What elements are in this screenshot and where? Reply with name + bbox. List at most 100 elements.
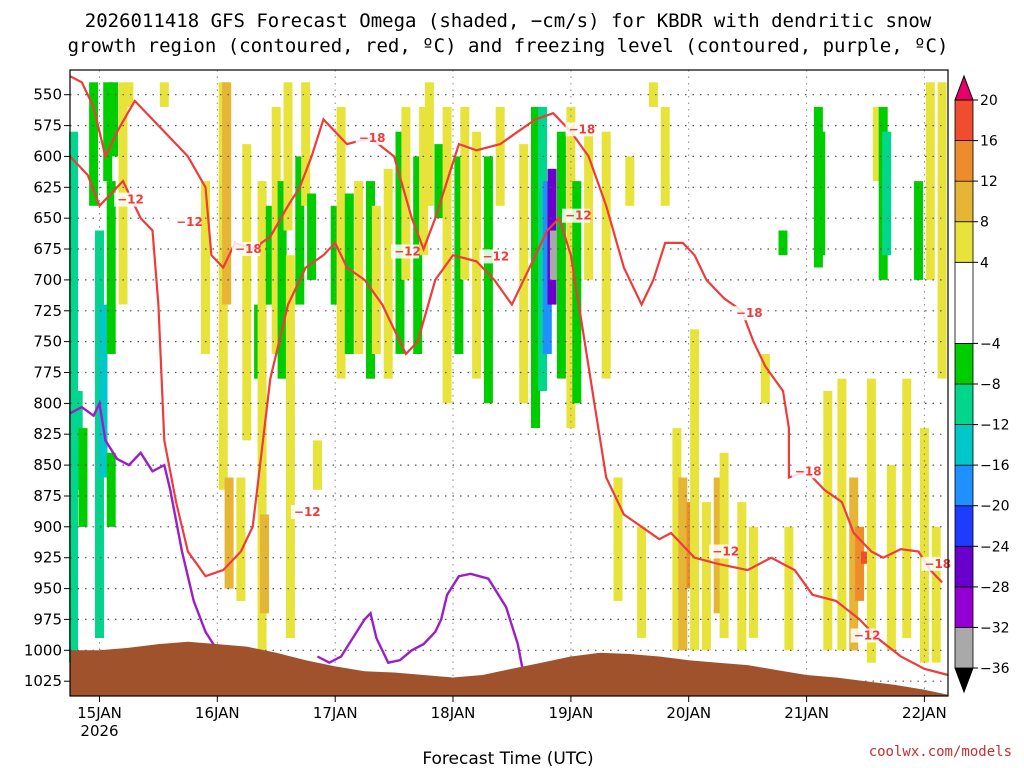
omega-cell-55 xyxy=(549,230,559,280)
omega-cell-90 xyxy=(902,378,912,638)
y-tick-label: 550 xyxy=(33,86,62,104)
dgz-label-text: −12 xyxy=(117,193,144,207)
omega-cell-24 xyxy=(277,181,287,379)
omega-cell-26 xyxy=(285,255,295,638)
y-tick-label: 1025 xyxy=(24,672,62,690)
dgz-label-text: −18 xyxy=(924,557,951,571)
dgz-label-text: −12 xyxy=(854,629,881,643)
x-tick-label: 21JAN xyxy=(784,704,829,722)
dgz-label-7: −12 xyxy=(114,192,144,207)
colorbar-top-arrow xyxy=(954,74,974,101)
omega-cell-22 xyxy=(265,205,275,305)
freezing-level-contour xyxy=(69,399,525,676)
omega-cell-59 xyxy=(584,131,594,280)
contour-labels: −18 −18 −18 −18 −18 −18 −12 −12 −12 −12 −12 −12 −12 −… xyxy=(114,122,951,643)
dgz-label-11: −12 xyxy=(290,505,321,519)
omega-cell-46 xyxy=(460,107,470,280)
chart-title-line-2: growth region (contoured, red, ºC) and f… xyxy=(68,35,949,57)
y-tick-label: 825 xyxy=(33,425,62,443)
omega-cell-9 xyxy=(109,82,119,157)
dgz-label-9: −12 xyxy=(479,249,510,264)
x-tick-label: 19JAN xyxy=(549,704,594,722)
dgz-label-8: −12 xyxy=(391,244,421,259)
omega-cell-1 xyxy=(73,391,83,490)
y-tick-label: 625 xyxy=(33,178,62,196)
colorbar-swatch-10 xyxy=(954,221,974,263)
y-tick-label: 575 xyxy=(33,117,62,135)
omega-cell-62 xyxy=(625,156,635,206)
colorbar-swatch-2 xyxy=(954,586,974,628)
dgz-label-6: −12 xyxy=(173,214,203,229)
dgz-label-text: −12 xyxy=(176,215,203,229)
omega-cell-11 xyxy=(124,82,134,107)
omega-cell-0 xyxy=(69,131,78,663)
dgz-label-4: −18 xyxy=(791,464,822,479)
omega-cell-77 xyxy=(784,526,794,651)
omega-cell-2 xyxy=(78,428,88,527)
chart-title-line-1: 2026011418 GFS Forecast Omega (shaded, −… xyxy=(85,10,932,32)
colorbar-label: −16 xyxy=(980,458,1010,474)
omega-cell-28 xyxy=(301,82,311,206)
omega-cell-50 xyxy=(519,144,529,404)
omega-cell-32 xyxy=(336,107,346,379)
dgz-label-text: −12 xyxy=(483,249,510,263)
omega-cell-80 xyxy=(823,391,833,651)
omega-cell-70 xyxy=(701,502,711,651)
colorbar-swatch-12 xyxy=(954,140,974,182)
y-tick-label: 775 xyxy=(33,364,62,382)
dgz-label-bg xyxy=(565,122,594,137)
colorbar-swatch-1 xyxy=(954,627,974,669)
omega-cell-43 xyxy=(434,144,444,219)
colorbar-label: 4 xyxy=(980,255,989,271)
omega-cell-93 xyxy=(925,82,935,280)
x-tick-label: 15JAN xyxy=(77,704,122,722)
colorbar-bottom-arrow xyxy=(954,667,974,694)
omega-cell-17 xyxy=(236,477,246,601)
y-tick-label: 950 xyxy=(33,580,62,598)
dgz-label-bg xyxy=(114,192,143,207)
omega-cell-83 xyxy=(855,526,865,601)
omega-cell-47 xyxy=(472,131,482,379)
omega-cell-38 xyxy=(395,131,405,354)
x-tick-sublabel: 2026 xyxy=(80,722,118,740)
omega-cell-23 xyxy=(271,107,281,354)
dgz-label-text: −12 xyxy=(294,505,321,519)
omega-cell-69 xyxy=(690,329,700,651)
dgz-label-bg xyxy=(562,208,590,223)
omega-cell-53 xyxy=(542,181,552,354)
dgz-label-bg xyxy=(391,244,420,259)
omega-cell-3 xyxy=(89,82,99,206)
omega-cell-67 xyxy=(678,477,688,651)
colorbar-label: 12 xyxy=(980,174,998,190)
freezing-level-line xyxy=(69,399,525,676)
omega-cell-27 xyxy=(295,156,305,305)
y-tick-label: 900 xyxy=(33,518,62,536)
omega-cell-21 xyxy=(260,514,269,614)
colorbar-label: −36 xyxy=(980,661,1010,677)
y-tick-label: 800 xyxy=(33,394,62,412)
omega-cell-45 xyxy=(454,156,464,354)
gridlines xyxy=(70,70,948,696)
omega-cell-60 xyxy=(601,131,611,379)
colorbar-swatch-4 xyxy=(954,505,974,547)
omega-cell-94 xyxy=(931,526,941,663)
colorbar-swatch-3 xyxy=(954,545,974,588)
omega-cell-79 xyxy=(816,131,826,256)
x-tick-label: 18JAN xyxy=(431,704,476,722)
omega-cell-37 xyxy=(383,168,393,379)
x-axis-label: Forecast Time (UTC) xyxy=(422,749,593,768)
y-tick-label: 750 xyxy=(33,333,62,351)
omega-cell-7 xyxy=(106,181,116,354)
dgz-label-10: −12 xyxy=(562,208,592,223)
dgz-label-1: −18 xyxy=(565,122,595,137)
omega-cell-34 xyxy=(354,181,364,354)
omega-cell-61 xyxy=(613,477,623,601)
omega-cell-12 xyxy=(159,82,169,107)
omega-cell-91 xyxy=(914,181,923,280)
terrain-area xyxy=(70,641,948,696)
y-tick-label: 850 xyxy=(33,456,62,474)
omega-cell-74 xyxy=(749,526,758,638)
dgz-label-bg xyxy=(173,214,202,229)
y-tick-label: 1000 xyxy=(24,641,62,659)
